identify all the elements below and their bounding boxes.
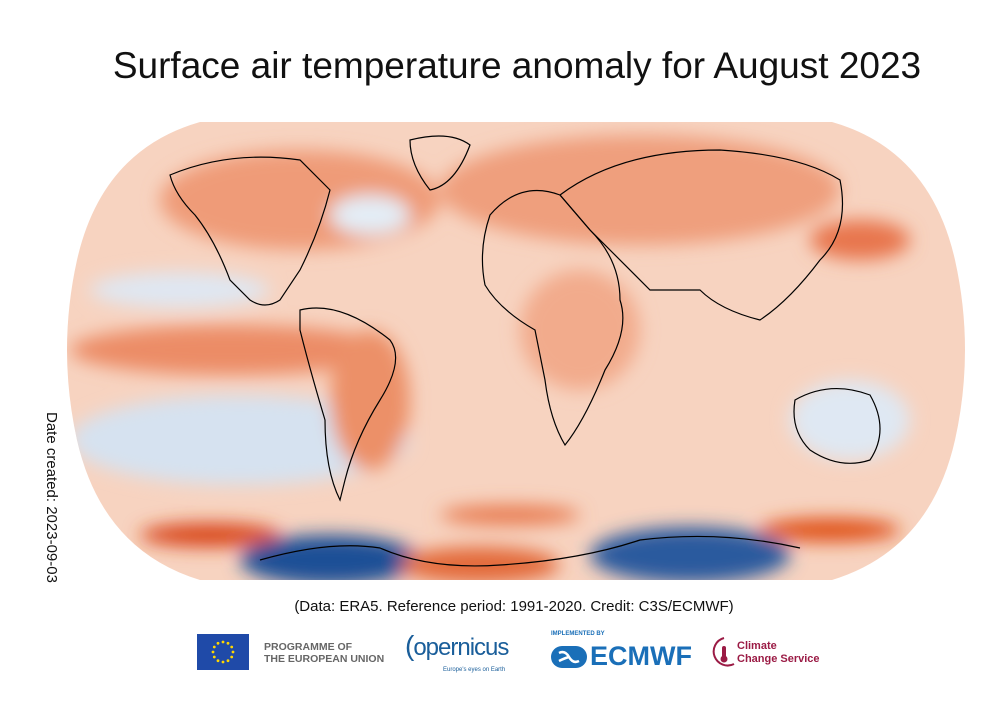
eu-flag-logo <box>197 634 249 670</box>
eu-stars-icon <box>211 640 235 664</box>
australia-outline <box>793 387 881 464</box>
data-credit: (Data: ERA5. Reference period: 1991-2020… <box>294 598 734 615</box>
copernicus-wordmark: opernicus <box>413 634 509 661</box>
asia-outline <box>559 149 844 321</box>
south-america-outline <box>299 307 397 502</box>
map-title: Surface air temperature anomaly for Augu… <box>112 45 922 86</box>
copernicus-c-mark: ( <box>405 630 414 661</box>
date-created: Date created: 2023-09-03 <box>43 412 60 583</box>
ccs-line-1: Climate <box>737 640 777 652</box>
eu-line-1: PROGRAMME OF <box>264 641 353 653</box>
greenland-outline <box>409 135 471 191</box>
ccs-line-2: Change Service <box>737 653 820 665</box>
ecmwf-mark-icon <box>551 646 587 668</box>
eu-programme-text: PROGRAMME OF THE EUROPEAN UNION <box>264 641 384 665</box>
logo-bar: PROGRAMME OF THE EUROPEAN UNION (opernic… <box>0 630 998 676</box>
climate-thermometer-icon <box>712 637 735 667</box>
coastlines <box>169 135 881 567</box>
eu-line-2: THE EUROPEAN UNION <box>264 653 385 665</box>
anomaly-field <box>67 122 965 580</box>
copernicus-logo: (opernicus <box>405 630 509 662</box>
climate-change-service-logo: Climate Change Service <box>737 640 820 666</box>
ecmwf-logo: ECMWF <box>590 641 692 671</box>
antarctica-outline <box>259 535 801 567</box>
implemented-by-label: IMPLEMENTED BY <box>551 631 605 637</box>
north-america-outline <box>169 156 331 306</box>
copernicus-tagline: Europe's eyes on Earth <box>443 667 506 673</box>
